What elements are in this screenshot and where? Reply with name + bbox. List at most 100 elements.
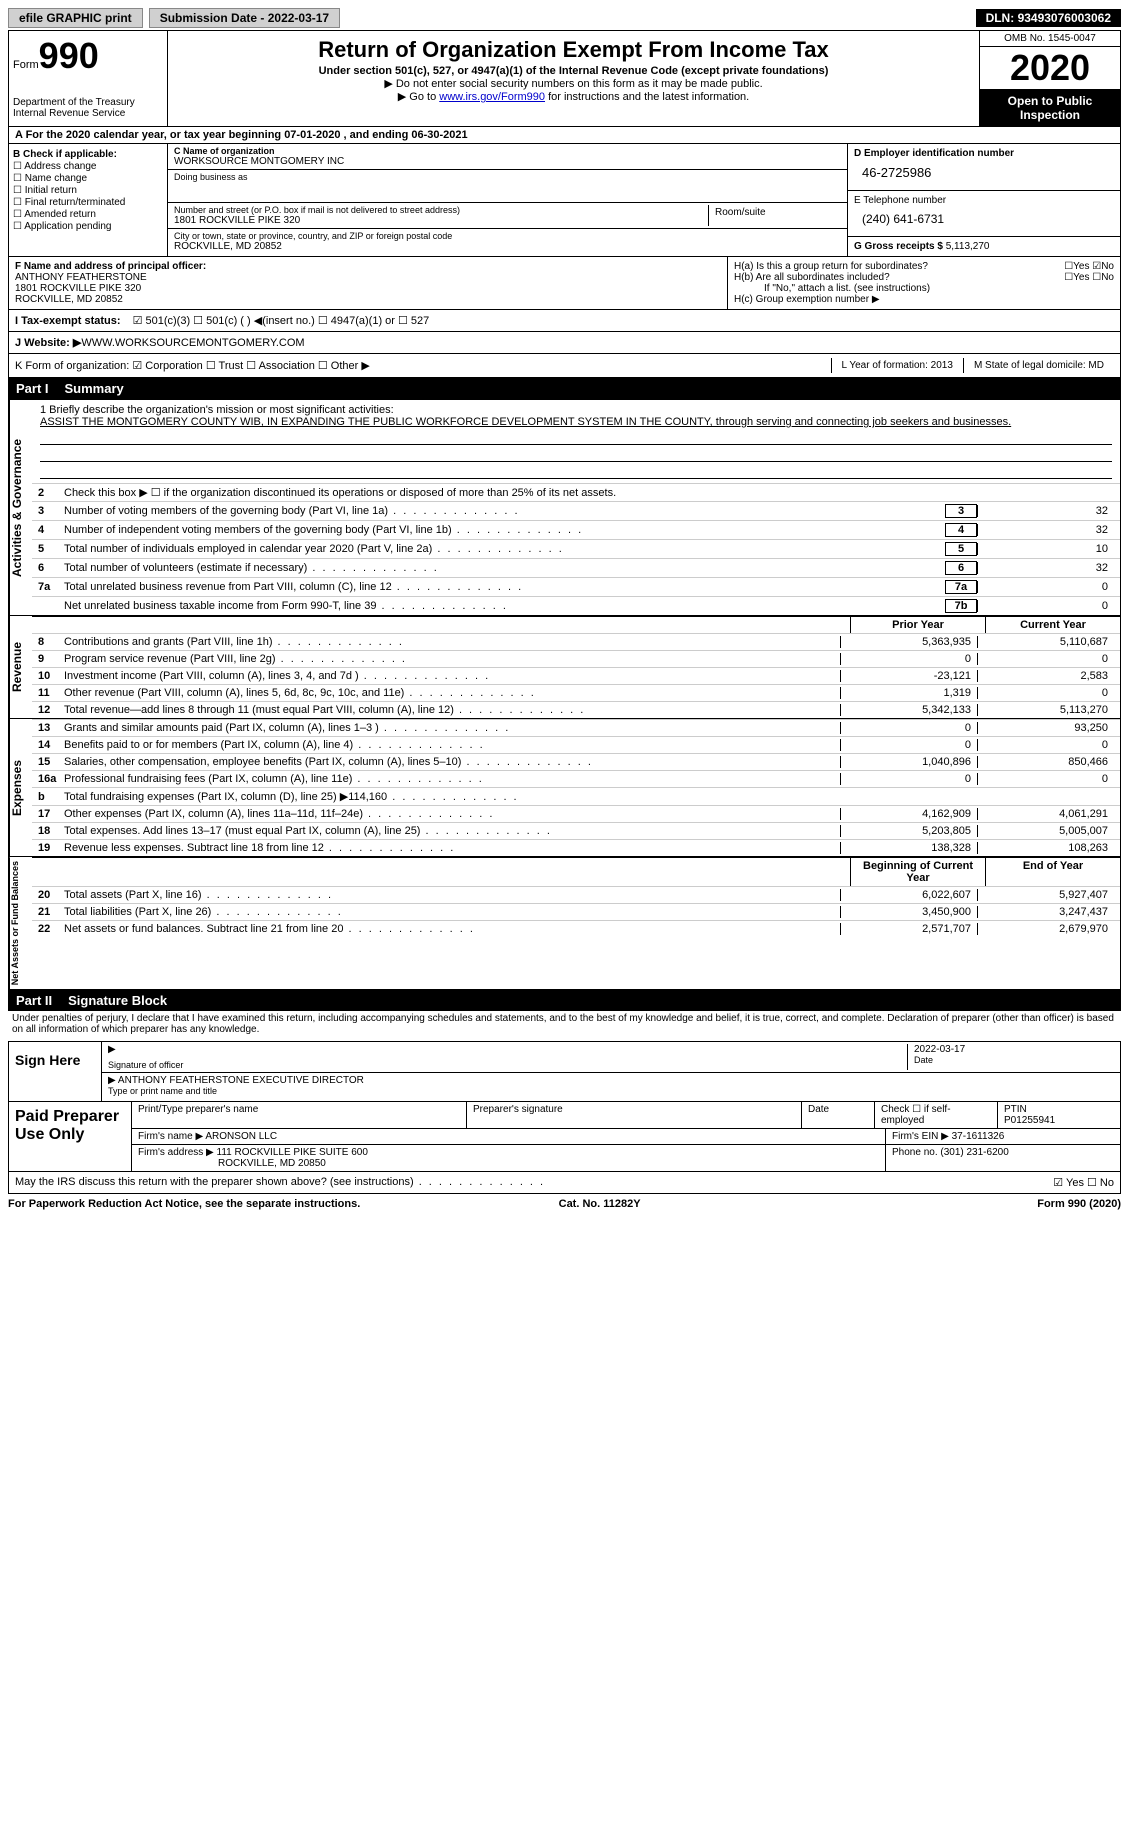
line-9: 9 Program service revenue (Part VIII, li… <box>32 650 1120 667</box>
prep-h1: Print/Type preparer's name <box>132 1102 467 1128</box>
mission-text: ASSIST THE MONTGOMERY COUNTY WIB, IN EXP… <box>40 416 1112 428</box>
website-row: J Website: ▶ WWW.WORKSOURCEMONTGOMERY.CO… <box>8 332 1121 354</box>
prior-year: 138,328 <box>840 842 977 854</box>
desc: Total fundraising expenses (Part IX, col… <box>64 790 840 803</box>
k-org-row: K Form of organization: ☑ Corporation ☐ … <box>8 354 1121 378</box>
current-year: 0 <box>977 687 1114 699</box>
desc: Investment income (Part VIII, column (A)… <box>64 670 840 682</box>
city-value: ROCKVILLE, MD 20852 <box>174 241 841 252</box>
cb-name-change[interactable]: ☐ Name change <box>13 173 163 184</box>
line-7a: 7a Total unrelated business revenue from… <box>32 577 1120 596</box>
hb-ans: ☐Yes ☐No <box>1064 272 1114 283</box>
cb-final-return[interactable]: ☐ Final return/terminated <box>13 197 163 208</box>
firm-phone-label: Phone no. <box>892 1147 940 1158</box>
part1-title: Summary <box>65 381 124 396</box>
mission-line3 <box>40 447 1112 462</box>
irs-link[interactable]: www.irs.gov/Form990 <box>439 91 545 103</box>
org-name-label: C Name of organization <box>174 146 841 156</box>
gross-receipts: G Gross receipts $ 5,113,270 <box>854 241 1114 252</box>
desc: Net assets or fund balances. Subtract li… <box>64 923 840 935</box>
street-value: 1801 ROCKVILLE PIKE 320 <box>174 215 708 226</box>
side-expenses: Expenses <box>9 719 32 856</box>
line-6: 6 Total number of volunteers (estimate i… <box>32 558 1120 577</box>
prior-year: 6,022,607 <box>840 889 977 901</box>
line-12: 12 Total revenue—add lines 8 through 11 … <box>32 701 1120 718</box>
cb-app-pending[interactable]: ☐ Application pending <box>13 221 163 232</box>
discuss-row: May the IRS discuss this return with the… <box>8 1172 1121 1194</box>
line-val: 0 <box>977 600 1114 612</box>
line-4: 4 Number of independent voting members o… <box>32 520 1120 539</box>
cb-initial-return[interactable]: ☐ Initial return <box>13 185 163 196</box>
prior-year: 5,342,133 <box>840 704 977 716</box>
line-val: 32 <box>977 562 1114 574</box>
col-c-org-info: C Name of organization WORKSOURCE MONTGO… <box>168 144 847 256</box>
netassets-block: Net Assets or Fund Balances Beginning of… <box>8 857 1121 990</box>
mission-line4 <box>40 464 1112 479</box>
sig-date: 2022-03-17 <box>914 1044 1114 1055</box>
desc: Program service revenue (Part VIII, line… <box>64 653 840 665</box>
mission-line2 <box>40 430 1112 445</box>
k-label: K Form of organization: ☑ Corporation ☐ … <box>15 359 370 372</box>
prep-ptin-cell: PTIN P01255941 <box>998 1102 1120 1128</box>
sig-line-2: ▶ ANTHONY FEATHERSTONE EXECUTIVE DIRECTO… <box>102 1073 1120 1101</box>
line-box: 7b <box>945 599 977 613</box>
firm-label: Firm's name ▶ <box>138 1131 205 1142</box>
line-2: 2Check this box ▶ ☐ if the organization … <box>32 483 1120 501</box>
f-addr2: ROCKVILLE, MD 20852 <box>15 294 721 305</box>
footer-mid: Cat. No. 11282Y <box>559 1198 641 1210</box>
i-label: I Tax-exempt status: <box>15 315 121 327</box>
line-10: 10 Investment income (Part VIII, column … <box>32 667 1120 684</box>
mission-block: 1 Briefly describe the organization's mi… <box>32 400 1120 483</box>
entity-block: B Check if applicable: ☐ Address change … <box>8 143 1121 257</box>
col-d-ein: D Employer identification number 46-2725… <box>847 144 1120 256</box>
current-year: 2,679,970 <box>977 923 1114 935</box>
cb-address-change[interactable]: ☐ Address change <box>13 161 163 172</box>
hdr-prior-year: Prior Year <box>850 617 985 633</box>
current-year: 5,110,687 <box>977 636 1114 648</box>
room-label: Room/suite <box>709 205 841 226</box>
omb-number: OMB No. 1545-0047 <box>980 31 1120 47</box>
l-year: L Year of formation: 2013 <box>831 358 963 373</box>
cb-amended-return[interactable]: ☐ Amended return <box>13 209 163 220</box>
desc: Total number of volunteers (estimate if … <box>64 562 945 574</box>
desc: Total liabilities (Part X, line 26) <box>64 906 840 918</box>
sig-date-label: Date <box>914 1055 1114 1065</box>
discuss-ans: ☑ Yes ☐ No <box>1053 1176 1114 1189</box>
hc-q: H(c) Group exemption number ▶ <box>734 294 1114 305</box>
line-16a: 16a Professional fundraising fees (Part … <box>32 770 1120 787</box>
note2-post: for instructions and the latest informat… <box>545 91 749 103</box>
line-val: 32 <box>977 524 1114 536</box>
tax-year: 2020 <box>980 47 1120 90</box>
line-17: 17 Other expenses (Part IX, column (A), … <box>32 805 1120 822</box>
desc: Contributions and grants (Part VIII, lin… <box>64 636 840 648</box>
org-name-cell: C Name of organization WORKSOURCE MONTGO… <box>168 144 847 170</box>
prior-year: 1,040,896 <box>840 756 977 768</box>
current-year: 5,005,007 <box>977 825 1114 837</box>
note2-pre: ▶ Go to <box>398 91 439 103</box>
desc: Number of voting members of the governin… <box>64 505 945 517</box>
line-22: 22 Net assets or fund balances. Subtract… <box>32 920 1120 937</box>
phone-value: (240) 641-6731 <box>862 212 1114 226</box>
form-word: Form <box>13 59 39 71</box>
footer-left: For Paperwork Reduction Act Notice, see … <box>8 1198 360 1210</box>
preparer-title: Paid Preparer Use Only <box>9 1102 132 1171</box>
col-headers-1: Prior Year Current Year <box>32 616 1120 633</box>
preparer-block: Paid Preparer Use Only Print/Type prepar… <box>8 1102 1121 1172</box>
ptin-label: PTIN <box>1004 1104 1114 1115</box>
city-cell: City or town, state or province, country… <box>168 229 847 254</box>
j-value: WWW.WORKSOURCEMONTGOMERY.COM <box>81 337 304 349</box>
desc: Other expenses (Part IX, column (A), lin… <box>64 808 840 820</box>
efile-button[interactable]: efile GRAPHIC print <box>8 8 143 28</box>
sign-here-label: Sign Here <box>9 1042 102 1101</box>
firm-addr2: ROCKVILLE, MD 20850 <box>138 1158 879 1169</box>
line-21: 21 Total liabilities (Part X, line 26) 3… <box>32 903 1120 920</box>
h-group: H(a) Is this a group return for subordin… <box>727 257 1120 309</box>
desc: Other revenue (Part VIII, column (A), li… <box>64 687 840 699</box>
firm-name: ARONSON LLC <box>205 1131 277 1142</box>
desc: Total unrelated business revenue from Pa… <box>64 581 945 593</box>
top-bar: efile GRAPHIC print Submission Date - 20… <box>8 8 1121 28</box>
part2-header: Part II Signature Block <box>8 990 1121 1011</box>
header-right: OMB No. 1545-0047 2020 Open to Public In… <box>979 31 1120 126</box>
prior-year: 3,450,900 <box>840 906 977 918</box>
form-number: Form990 <box>13 35 163 77</box>
